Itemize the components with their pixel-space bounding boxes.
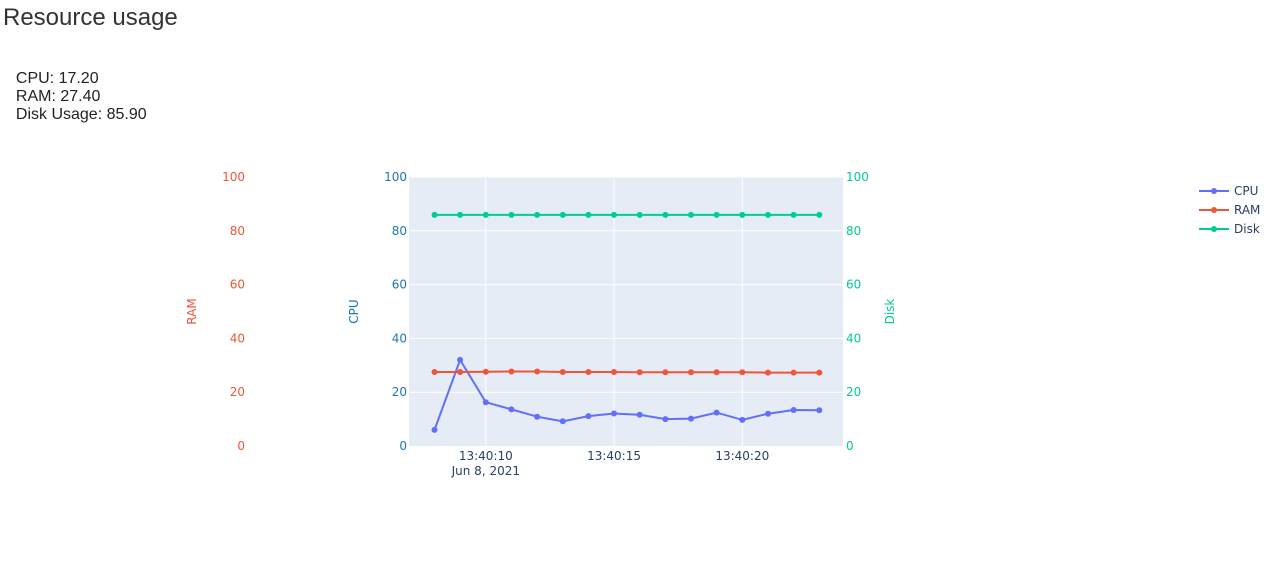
data-point-cpu (482, 399, 489, 406)
y-tick-label-disk: 100 (846, 170, 869, 184)
data-point-ram (508, 368, 515, 375)
data-point-ram (534, 368, 541, 375)
ram-stat: RAM: 27.40 (15, 88, 101, 105)
data-point-disk (636, 211, 643, 218)
data-point-disk (611, 211, 617, 218)
data-point-cpu (816, 407, 823, 414)
y-axis-title-cpu: CPU (347, 299, 361, 323)
data-point-disk (662, 211, 669, 218)
data-point-cpu (559, 418, 566, 425)
data-point-cpu (790, 407, 797, 413)
y-tick-label-cpu: 80 (392, 224, 407, 238)
y-tick-label-disk: 0 (846, 439, 854, 453)
data-point-ram (611, 369, 617, 375)
x-tick-sublabel: Jun 8, 2021 (451, 464, 520, 478)
y-tick-label-ram: 60 (230, 278, 245, 292)
y-axis-title-ram: RAM (185, 298, 199, 324)
data-point-cpu (611, 410, 617, 417)
data-point-ram (431, 369, 438, 375)
data-point-ram (765, 369, 771, 376)
y-tick-label-cpu: 100 (384, 170, 407, 184)
y-tick-label-disk: 40 (846, 331, 861, 345)
data-point-cpu (508, 406, 515, 413)
data-point-disk (585, 211, 592, 218)
cpu-stat: CPU: 17.20 (15, 70, 99, 87)
y-tick-label-disk: 80 (846, 224, 861, 238)
data-point-ram (790, 369, 797, 376)
data-point-ram (713, 369, 720, 376)
y-axis-title-disk: Disk (883, 299, 897, 325)
y-tick-label-ram: 0 (237, 439, 245, 453)
x-tick-label: 13:40:20 (715, 449, 769, 463)
legend-marker-disk[interactable] (1211, 226, 1217, 232)
data-point-disk (482, 211, 489, 218)
data-point-ram (739, 369, 746, 376)
data-point-cpu (585, 413, 592, 420)
series-line-ram (434, 370, 820, 374)
data-point-disk (790, 211, 797, 218)
data-point-disk (534, 211, 541, 218)
data-point-ram (457, 369, 464, 375)
y-tick-label-ram: 20 (230, 385, 245, 399)
y-tick-label-ram: 100 (222, 170, 245, 184)
y-tick-label-cpu: 40 (392, 331, 407, 345)
data-point-disk (688, 211, 694, 218)
page-title: Resource usage (3, 4, 178, 31)
data-point-ram (482, 368, 489, 375)
legend-label-disk: Disk (1234, 222, 1260, 236)
data-point-cpu (713, 409, 720, 416)
legend-label-cpu: CPU (1234, 184, 1258, 198)
legend-marker-cpu[interactable] (1211, 188, 1217, 194)
y-tick-label-disk: 20 (846, 385, 861, 399)
legend-marker-ram[interactable] (1211, 207, 1217, 213)
data-point-ram (585, 369, 592, 375)
data-point-cpu (688, 415, 694, 422)
data-point-disk (457, 211, 464, 218)
data-point-cpu (534, 413, 541, 420)
data-point-cpu (765, 410, 771, 417)
y-tick-label-ram: 80 (230, 224, 245, 238)
data-point-disk (713, 211, 720, 218)
y-tick-label-ram: 40 (230, 331, 245, 345)
x-tick-label: 13:40:15 (587, 449, 641, 463)
disk-stat: Disk Usage: 85.90 (15, 106, 147, 123)
data-point-ram (636, 369, 643, 376)
data-point-cpu (739, 416, 746, 423)
data-point-cpu (457, 356, 464, 363)
y-tick-label-disk: 60 (846, 278, 861, 292)
data-point-cpu (662, 416, 669, 423)
data-point-disk (508, 211, 515, 218)
data-point-disk (431, 211, 438, 218)
plot-background (409, 177, 843, 446)
data-point-cpu (431, 426, 438, 433)
y-tick-label-cpu: 60 (392, 278, 407, 292)
data-point-disk (739, 211, 746, 218)
data-point-ram (688, 369, 694, 376)
data-point-disk (816, 211, 823, 218)
series-line-cpu (433, 357, 820, 431)
legend-label-ram: RAM (1234, 203, 1260, 217)
data-point-cpu (636, 411, 643, 418)
y-tick-label-cpu: 20 (392, 385, 407, 399)
data-point-disk (765, 211, 771, 218)
data-point-disk (559, 211, 566, 218)
data-point-ram (816, 369, 823, 376)
y-tick-label-cpu: 0 (399, 439, 407, 453)
data-point-ram (559, 369, 566, 375)
x-tick-label: 13:40:10 (459, 449, 513, 463)
stats-bar: CPU: 17.20 RAM: 27.40 Disk Usage: 85.90 (7, 52, 154, 124)
data-point-ram (662, 369, 669, 376)
